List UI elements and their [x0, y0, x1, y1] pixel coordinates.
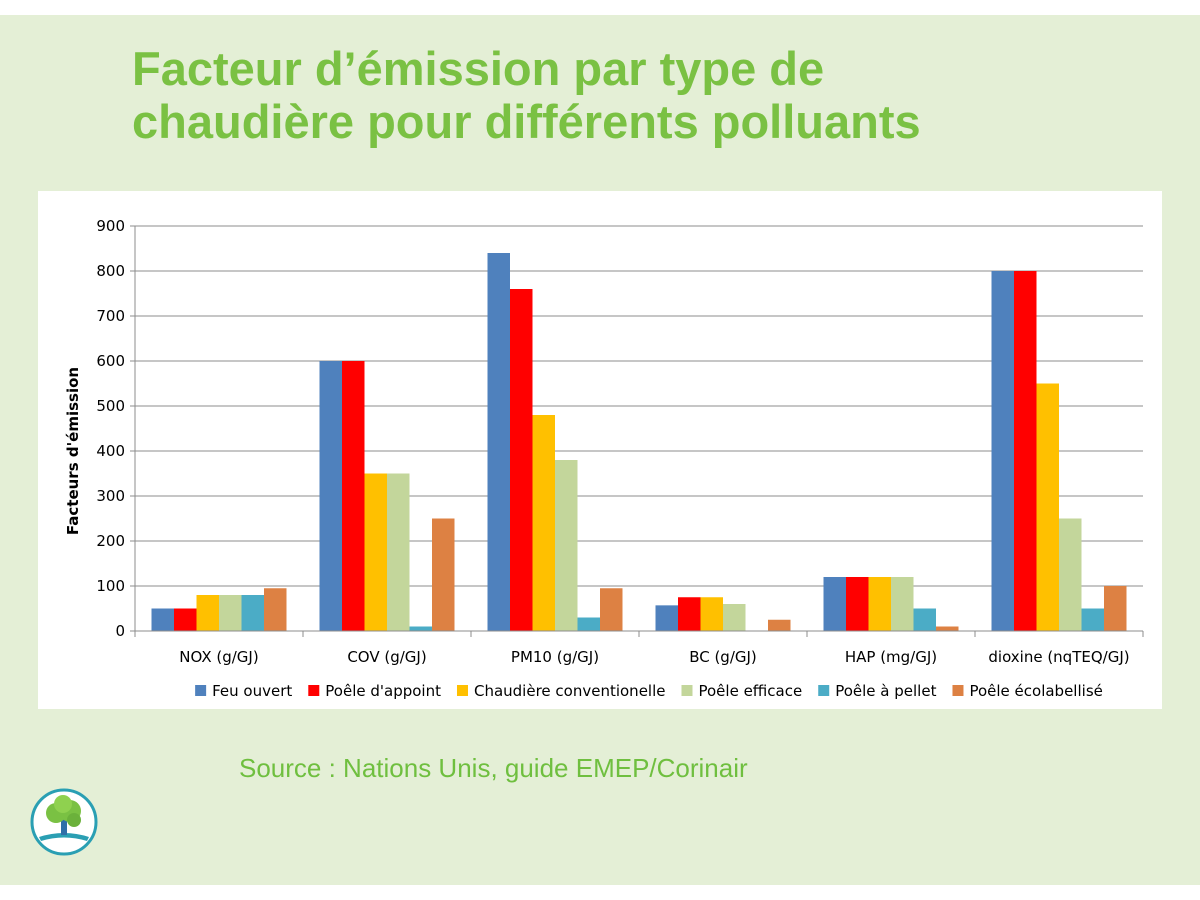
bar — [432, 518, 455, 631]
bar — [532, 415, 555, 631]
bar — [678, 597, 701, 631]
y-tick-label: 800 — [96, 262, 125, 280]
y-tick-label: 900 — [96, 217, 125, 235]
x-tick-label: PM10 (g/GJ) — [511, 648, 599, 666]
legend-label: Poêle écolabellisé — [969, 682, 1102, 700]
y-tick-label: 700 — [96, 307, 125, 325]
bar — [555, 460, 578, 631]
y-tick-label: 500 — [96, 397, 125, 415]
x-tick-label: NOX (g/GJ) — [179, 648, 258, 666]
bar — [823, 577, 846, 631]
source-text: Source : Nations Unis, guide EMEP/Corina… — [239, 753, 748, 783]
bars — [151, 253, 1127, 631]
bar — [487, 253, 510, 631]
bar — [846, 577, 869, 631]
bar — [577, 617, 600, 631]
bar — [991, 271, 1014, 631]
slide-title: Facteur d’émission par type de chaudière… — [132, 42, 1172, 148]
bar — [600, 588, 623, 631]
legend-label: Poêle à pellet — [835, 682, 936, 700]
bar — [510, 289, 533, 631]
bar-chart: 0 100 200 300 400 500 600 700 800 900 NOX (g/GJ) C… — [64, 217, 1144, 700]
bar — [700, 597, 723, 631]
x-tick-label: dioxine (nqTEQ/GJ) — [988, 648, 1129, 666]
legend-label: Chaudière conventionelle — [474, 682, 666, 700]
bar — [913, 608, 936, 631]
legend-swatch — [308, 685, 320, 696]
bar — [264, 588, 287, 631]
x-tick-labels: NOX (g/GJ) COV (g/GJ) PM10 (g/GJ) BC (g/GJ)… — [179, 648, 1129, 666]
bar — [723, 604, 746, 631]
slide-background: Facteur d’émission par type de chaudière… — [0, 15, 1200, 885]
bar — [768, 619, 791, 631]
y-axis-label: Facteurs d'émission — [64, 367, 82, 535]
bar — [151, 608, 174, 631]
bar — [196, 595, 219, 631]
legend-swatch — [818, 685, 830, 696]
bar — [1059, 518, 1082, 631]
x-tick-label: BC (g/GJ) — [689, 648, 757, 666]
bar — [936, 626, 959, 631]
y-tick-labels: 0 100 200 300 400 500 600 700 800 900 — [96, 217, 125, 640]
x-tick-label: HAP (mg/GJ) — [845, 648, 937, 666]
legend-label: Feu ouvert — [212, 682, 292, 700]
bar — [409, 626, 432, 631]
bar — [387, 473, 410, 631]
y-tick-label: 100 — [96, 577, 125, 595]
y-tick-label: 600 — [96, 352, 125, 370]
legend-swatch — [952, 685, 964, 696]
bar — [1014, 271, 1037, 631]
bar — [1036, 383, 1059, 631]
bar — [1104, 586, 1127, 631]
y-tick-label: 0 — [115, 622, 125, 640]
bar — [655, 605, 678, 631]
bar — [241, 595, 264, 631]
y-tick-label: 300 — [96, 487, 125, 505]
y-tick-label: 200 — [96, 532, 125, 550]
bar — [174, 608, 197, 631]
tree-icon — [30, 788, 98, 856]
legend: Feu ouvert Poêle d'appoint Chaudière conve… — [195, 682, 1103, 700]
title-line-1: Facteur d’émission par type de — [132, 42, 825, 95]
legend-swatch — [681, 685, 693, 696]
legend-label: Poêle efficace — [698, 682, 802, 700]
bar — [219, 595, 242, 631]
bar — [319, 361, 342, 631]
y-tick-label: 400 — [96, 442, 125, 460]
legend-label: Poêle d'appoint — [325, 682, 441, 700]
bar — [1081, 608, 1104, 631]
axes — [130, 225, 1144, 637]
legend-swatch — [456, 685, 468, 696]
bar — [342, 361, 365, 631]
title-line-2: chaudière pour différents polluants — [132, 95, 921, 148]
chart-area: 0 100 200 300 400 500 600 700 800 900 NOX (g/GJ) C… — [38, 191, 1162, 709]
legend-swatch — [195, 685, 207, 696]
gridlines — [135, 225, 1143, 587]
bar — [364, 473, 387, 631]
bar — [868, 577, 891, 631]
x-tick-label: COV (g/GJ) — [347, 648, 426, 666]
bar — [891, 577, 914, 631]
